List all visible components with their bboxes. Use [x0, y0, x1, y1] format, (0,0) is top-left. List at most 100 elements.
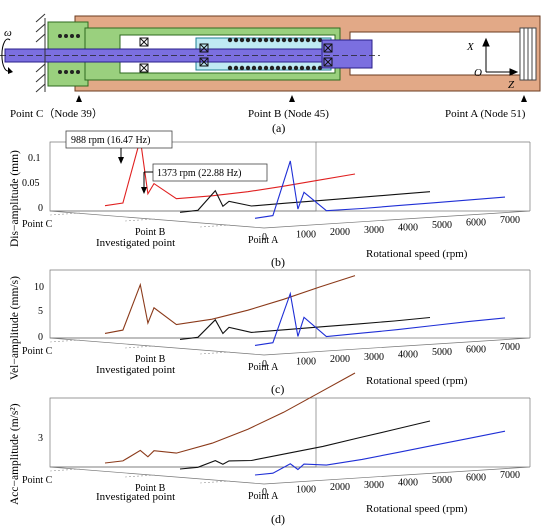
- speed-tick-label: 3000: [364, 480, 384, 491]
- series-line-1: [104, 372, 356, 464]
- speed-tick-label: 7000: [500, 215, 520, 226]
- omega-symbol: ω: [4, 27, 12, 39]
- point-tick-label: Point C: [22, 219, 53, 230]
- depth-gridline: [49, 212, 81, 216]
- series-line-1: [104, 139, 356, 207]
- series-line-3: [254, 160, 506, 219]
- panel-c-ytick-1: 0: [38, 332, 43, 343]
- point-b-label: Point B (Node 45): [248, 108, 329, 120]
- panel-b-curves: [104, 139, 506, 219]
- speed-tick-label: 6000: [466, 473, 486, 484]
- point-tick-label: Point A: [248, 235, 279, 246]
- speed-tick-label: 4000: [398, 477, 418, 488]
- panel-d-back-wall: [49, 397, 317, 468]
- shaft-head: [321, 39, 373, 69]
- point-tick-label: Point C: [22, 346, 53, 357]
- speed-tick-label: 3000: [364, 225, 384, 236]
- speed-tick-label: 2000: [330, 227, 350, 238]
- panel-b-annotation-2: 1373 rpm (22.88 Hz): [141, 163, 268, 194]
- point-markers: [76, 95, 527, 102]
- panel-b-ytick-1: 0: [38, 203, 43, 214]
- panel-d-curves: [104, 372, 506, 476]
- speed-tick-label: 2000: [330, 354, 350, 365]
- speed-tick-label: 2000: [330, 482, 350, 493]
- panel-b-ytick-3: 0.1: [28, 153, 41, 164]
- point-a-label: Point A (Node 51): [445, 108, 526, 120]
- speed-tick-label: 6000: [466, 218, 486, 229]
- axis-o-label: O: [474, 67, 482, 79]
- annot-988: 988 rpm (16.47 Hz): [71, 135, 150, 146]
- point-tick-label: Point B: [135, 354, 166, 365]
- series-line-3: [254, 291, 506, 346]
- speed-tick-label: 7000: [500, 342, 520, 353]
- panel-b-zlabel: Investigated point: [96, 237, 175, 249]
- speed-tick-label: 1000: [296, 357, 316, 368]
- point-tick-label: Point C: [22, 475, 53, 486]
- panel-c-ytick-2: 5: [38, 306, 43, 317]
- speed-tick-label: 4000: [398, 349, 418, 360]
- axis-z-label: Z: [508, 79, 515, 91]
- housing-bore: [349, 31, 521, 76]
- series-line-3: [254, 430, 506, 476]
- panel-b-grid: Point C Point B Point A0 1000 2000 3000 4000 50…: [22, 212, 520, 246]
- point-c-label: Point C（Node 39）: [10, 107, 103, 120]
- point-tick-label: Point B: [135, 227, 166, 238]
- panel-b-ytick-2: 0.05: [22, 178, 40, 189]
- point-tick-label: Point A: [248, 491, 279, 502]
- depth-gridline: [49, 468, 81, 472]
- coordinate-frame: [482, 37, 519, 76]
- speed-tick-label: 4000: [398, 222, 418, 233]
- depth-gridline: [199, 480, 231, 484]
- schematic-panel: ω X O Z Point C（Node 39） Point B (Node 4…: [0, 13, 541, 135]
- series-line-2: [179, 189, 431, 213]
- bearing-marks: [139, 37, 333, 73]
- depth-gridline: [124, 474, 156, 478]
- caption-b: (b): [271, 255, 285, 269]
- wall-hatch: [35, 13, 46, 93]
- speed-tick-label: 5000: [432, 220, 452, 231]
- speed-tick-label: 0: [262, 487, 267, 498]
- spring-coil: [58, 34, 323, 74]
- panel-b-ylabel: Dis−amplitude (mm): [9, 150, 21, 247]
- panel-c-zlabel: Investigated point: [96, 364, 175, 376]
- depth-gridline: [199, 224, 231, 228]
- speed-tick-label: 1000: [296, 485, 316, 496]
- speed-tick-label: 6000: [466, 345, 486, 356]
- panel-c-grid: Point C Point B Point A0 1000 2000 3000 4000 50…: [22, 339, 520, 373]
- panel-c-back-wall: [49, 269, 317, 339]
- panel-c-ytick-3: 10: [34, 282, 44, 293]
- speed-tick-label: 0: [262, 359, 267, 370]
- panel-d-ytick-1: 3: [38, 433, 43, 444]
- panel-d-grid: Point C Point B Point A0 1000 2000 3000 4000 50…: [22, 468, 520, 502]
- panel-d-ylabel: Acc−amplitude (m/s²): [9, 403, 21, 505]
- speed-tick-label: 5000: [432, 347, 452, 358]
- axis-x-label: X: [466, 41, 475, 53]
- speed-tick-label: 7000: [500, 470, 520, 481]
- panel-d-floor: [49, 466, 531, 485]
- panel-c-ylabel: Vel−amplitude (mm/s): [9, 276, 21, 380]
- point-tick-label: Point A: [248, 362, 279, 373]
- panel-b-annotation-1: 988 rpm (16.47 Hz): [65, 130, 173, 164]
- depth-gridline: [124, 345, 156, 349]
- speed-tick-label: 5000: [432, 475, 452, 486]
- rotation-arrow-icon: [1, 38, 11, 72]
- point-tick-label: Point B: [135, 483, 166, 494]
- depth-gridline: [124, 218, 156, 222]
- panel-b-xlabel: Rotational speed (rpm): [366, 248, 468, 260]
- panel-b-floor: [49, 210, 531, 229]
- panel-d-xlabel: Rotational speed (rpm): [366, 503, 468, 515]
- series-line-1: [104, 275, 356, 334]
- panel-c-floor: [49, 337, 531, 356]
- panel-c-curves: [104, 275, 506, 346]
- speed-tick-label: 3000: [364, 352, 384, 363]
- annot-1373: 1373 rpm (22.88 Hz): [157, 168, 241, 179]
- panel-d-zlabel: Investigated point: [96, 491, 175, 503]
- depth-gridline: [49, 339, 81, 343]
- panel-d: Point C Point B Point A0 1000 2000 3000 4000 50…: [9, 372, 531, 526]
- depth-gridline: [199, 351, 231, 355]
- caption-c: (c): [271, 382, 284, 396]
- caption-a: (a): [272, 121, 285, 135]
- caption-d: (d): [271, 512, 285, 526]
